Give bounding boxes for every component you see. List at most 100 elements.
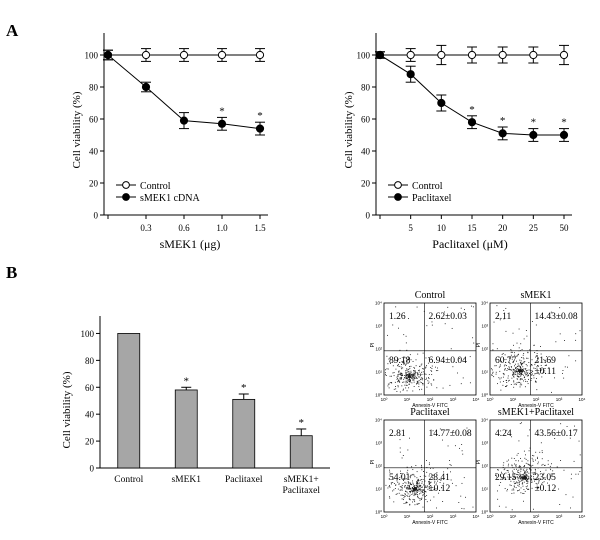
flow-event-dot (534, 364, 536, 366)
flow-event-dot (529, 429, 531, 431)
flow-event-dot (524, 477, 526, 479)
flow-y-tick-label: 10⁰ (481, 510, 488, 515)
flow-event-dot (508, 379, 510, 381)
flow-event-dot (409, 491, 410, 492)
flow-event-dot (397, 375, 399, 377)
flow-event-dot (400, 473, 401, 474)
flow-event-dot (434, 482, 435, 484)
flow-y-tick-label: 10⁰ (375, 510, 382, 515)
flow-event-dot (401, 373, 403, 375)
flow-event-dot (459, 447, 460, 449)
flow-event-dot (527, 488, 529, 490)
flow-event-dot (428, 487, 430, 489)
flow-event-dot (414, 492, 416, 494)
flow-event-dot (400, 378, 402, 380)
flow-event-dot (524, 465, 526, 466)
flow-event-dot (527, 471, 529, 473)
flow-y-tick-label: 10⁰ (375, 393, 382, 398)
flow-event-dot (523, 477, 525, 478)
flow-event-dot (408, 371, 410, 373)
flow-event-dot (492, 371, 494, 373)
flow-event-dot (397, 386, 399, 388)
data-point (255, 124, 265, 133)
flow-event-dot (579, 330, 581, 332)
flow-event-dot (518, 376, 520, 378)
flow-event-dot (519, 489, 521, 491)
flow-event-dot (402, 495, 404, 496)
flow-event-dot (401, 489, 403, 491)
x-tick-label: 1.0 (216, 223, 228, 233)
flow-event-dot (523, 475, 525, 477)
flow-event-dot (409, 499, 411, 501)
flow-event-dot (414, 372, 416, 374)
flow-event-dot (420, 492, 422, 494)
flow-event-dot (513, 476, 515, 478)
flow-event-dot (414, 377, 416, 379)
flow-event-dot (531, 478, 532, 480)
flow-event-dot (404, 481, 406, 483)
flow-event-dot (404, 478, 406, 480)
flow-event-dot (415, 490, 416, 492)
flow-event-dot (419, 381, 421, 383)
flow-event-dot (426, 467, 428, 468)
flow-event-dot (422, 492, 424, 494)
flow-event-dot (407, 378, 408, 380)
flow-event-dot (536, 350, 538, 351)
flow-event-dot (525, 368, 527, 369)
flow-event-dot (428, 462, 430, 464)
flow-event-dot (395, 484, 397, 486)
flow-event-dot (440, 479, 442, 481)
flow-event-dot (536, 353, 538, 355)
flow-event-dot (536, 483, 538, 485)
flow-event-dot (416, 486, 418, 488)
flow-event-dot (529, 373, 531, 375)
flow-event-dot (418, 380, 420, 381)
flow-event-dot (530, 469, 532, 471)
flow-event-dot (517, 365, 519, 367)
chart-a1-y-axis-label: Cell viability (%) (71, 91, 83, 168)
y-tick-label: 80 (89, 83, 99, 93)
flow-cytometry-grid: Control 1.26 2.62±0.03 89.18 6.94±0.04 PI Anne… (370, 290, 586, 526)
flow-event-dot (450, 464, 452, 466)
flow-event-dot (423, 368, 424, 370)
flow-event-dot (389, 486, 391, 488)
flow-event-dot (469, 356, 471, 358)
flow-event-dot (428, 482, 430, 484)
category-label: sMEK1 (171, 475, 201, 485)
flow-event-dot (417, 369, 419, 371)
flow-event-dot (521, 478, 523, 480)
flow-event-dot (414, 501, 416, 503)
x-tick-label: 20 (498, 223, 508, 233)
flow-event-dot (496, 305, 498, 307)
flow-event-dot (408, 377, 410, 379)
flow-event-dot (413, 366, 415, 368)
flow-event-dot (421, 464, 422, 466)
quadrant-lower-right-value: 21.69 ±0.11 (534, 356, 556, 377)
flow-event-dot (397, 364, 398, 366)
flow-event-dot (411, 382, 413, 384)
data-point (217, 119, 227, 128)
flow-event-dot (443, 471, 445, 473)
flow-event-dot (414, 374, 416, 376)
flow-event-dot (519, 368, 521, 370)
flow-event-dot (407, 379, 409, 381)
flow-event-dot (499, 370, 501, 372)
flow-event-dot (499, 378, 501, 380)
flow-event-dot (522, 482, 523, 484)
flow-event-dot (520, 360, 522, 362)
flow-event-dot (460, 307, 462, 309)
flow-event-dot (541, 452, 543, 454)
flow-event-dot (516, 371, 518, 373)
flow-event-dot (531, 321, 533, 322)
flow-event-dot (535, 324, 537, 326)
flow-event-dot (511, 470, 513, 472)
flow-event-dot (518, 483, 520, 485)
data-point (141, 82, 151, 92)
quadrant-lower-right-value: 28.41 ±0.12 (428, 473, 450, 494)
flow-event-dot (508, 477, 510, 479)
flow-event-dot (513, 374, 515, 376)
flow-event-dot (536, 368, 538, 370)
flow-event-dot (525, 374, 527, 376)
flow-event-dot (519, 476, 520, 478)
flow-event-dot (398, 380, 400, 382)
